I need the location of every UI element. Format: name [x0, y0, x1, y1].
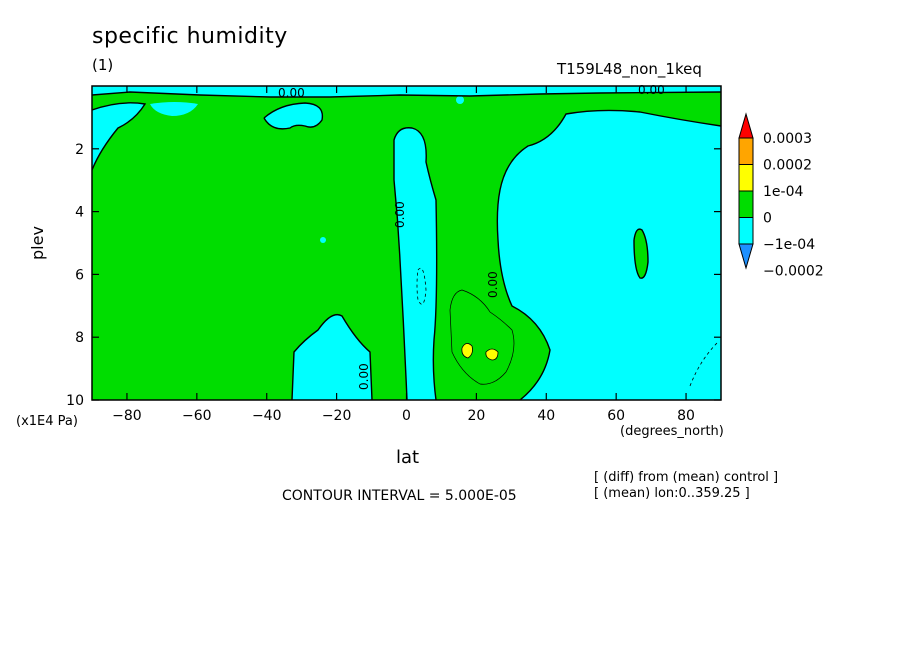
colorbar-box — [738, 137, 754, 165]
chart-title: specific humidity — [92, 24, 288, 49]
positive-contours — [449, 289, 515, 385]
contour-label: 0.00 — [393, 201, 407, 228]
colorbar-box — [738, 190, 754, 218]
colorbar-box — [738, 217, 754, 245]
colorbar-label: −0.0002 — [763, 264, 824, 280]
x-tick-label: −20 — [322, 408, 352, 424]
colorbar-triangle-max — [738, 112, 754, 139]
y-tick-label: 6 — [75, 267, 84, 283]
contour-line — [449, 289, 515, 385]
x-axis-unit: (degrees_north) — [620, 424, 724, 439]
mean-note: [ (mean) lon:0..359.25 ] — [594, 486, 750, 501]
colorbar-label: −1e-04 — [763, 237, 815, 253]
x-tick-label: 60 — [607, 408, 625, 424]
region-high — [461, 343, 473, 359]
contour-label: 0.00 — [278, 86, 305, 100]
diff-note: [ (diff) from (mean) control ] — [594, 470, 779, 485]
zero-contours — [92, 91, 721, 400]
contour-line — [263, 102, 324, 130]
x-tick-label: 0 — [402, 408, 411, 424]
colorbar-label: 0.0003 — [763, 131, 812, 147]
colorbar-box — [738, 164, 754, 192]
region-negative — [320, 237, 326, 243]
colorbar-label: 1e-04 — [763, 184, 803, 200]
region-high — [485, 348, 499, 361]
contour-label: 0.00 — [638, 83, 665, 97]
contour-line — [393, 127, 438, 400]
x-tick-label: 40 — [537, 408, 555, 424]
colorbar-label: 0.0002 — [763, 158, 812, 174]
x-tick-label: −80 — [112, 408, 142, 424]
y-tick-label: 8 — [75, 330, 84, 346]
contour-line — [291, 313, 373, 400]
contour-line — [92, 91, 721, 98]
region-negative — [456, 96, 464, 104]
contour-interval: CONTOUR INTERVAL = 5.000E-05 — [282, 488, 517, 504]
negative-contours — [416, 267, 719, 387]
region-negative — [394, 127, 437, 400]
y-tick-label: 10 — [66, 393, 84, 409]
x-tick-label: −60 — [182, 408, 212, 424]
run-name: T159L48_non_1keq — [557, 60, 702, 78]
contour-label: 0.00 — [357, 363, 371, 390]
contour-label: 0.00 — [486, 271, 500, 298]
region-negative — [292, 314, 372, 400]
colorbar-triangle-min — [738, 243, 754, 270]
x-tick-label: 20 — [467, 408, 485, 424]
contour-line — [689, 341, 719, 387]
contour-field — [92, 86, 721, 400]
x-axis: −80 −60 −40 −20 0 20 40 60 80 — [112, 86, 695, 424]
colorbar-label: 0 — [763, 211, 772, 227]
y-tick-label: 4 — [75, 205, 84, 221]
y-axis: 2 4 6 8 10 — [66, 142, 721, 409]
region-negative — [497, 110, 721, 400]
region-negative — [150, 102, 198, 116]
contour-line — [633, 228, 649, 279]
contour-line — [496, 109, 721, 400]
x-axis-label: lat — [396, 447, 420, 468]
x-tick-label: −40 — [252, 408, 282, 424]
y-tick-label: 2 — [75, 142, 84, 158]
region-positive — [450, 290, 514, 385]
contour-line — [416, 267, 427, 305]
region-positive — [634, 229, 648, 279]
y-axis-unit: (x1E4 Pa) — [16, 414, 78, 429]
colorbar: 0.0003 0.0002 1e-04 0 −1e-04 −0.0002 — [738, 112, 824, 280]
x-tick-label: 80 — [677, 408, 695, 424]
region-negative — [92, 102, 145, 170]
chart-subtitle: (1) — [92, 56, 114, 74]
contour-line — [92, 102, 147, 171]
